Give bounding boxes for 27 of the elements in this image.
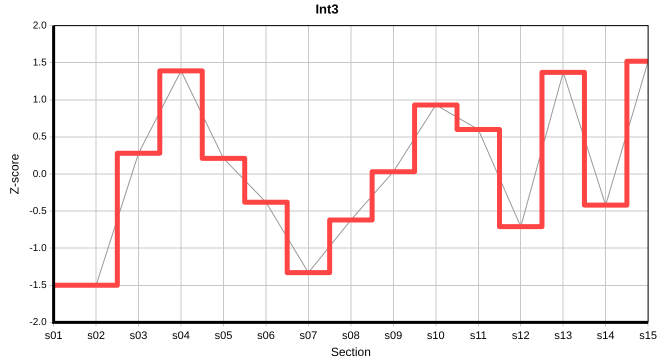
x-tick-label: s13 bbox=[554, 330, 572, 342]
x-tick-label: s14 bbox=[596, 330, 615, 342]
x-tick-label: s12 bbox=[512, 330, 530, 342]
x-tick-label: s08 bbox=[342, 330, 360, 342]
x-tick-label: s05 bbox=[214, 330, 232, 342]
y-tick-label: -0.5 bbox=[29, 206, 48, 217]
y-tick-label: -1.5 bbox=[29, 280, 48, 292]
x-tick-label: s04 bbox=[172, 330, 190, 342]
x-tick-label: s10 bbox=[426, 330, 445, 342]
x-tick-label: s07 bbox=[300, 330, 318, 342]
x-tick-label: s09 bbox=[384, 330, 402, 342]
x-tick-label: s06 bbox=[257, 330, 275, 342]
y-tick-label: 2.0 bbox=[32, 20, 48, 32]
y-tick-label: 0.5 bbox=[32, 132, 48, 143]
x-tick-label: s15 bbox=[639, 330, 658, 342]
y-tick-label: 0.0 bbox=[32, 168, 48, 180]
chart-title: Int3 bbox=[315, 1, 339, 16]
y-tick-label: 1.5 bbox=[32, 57, 48, 68]
x-tick-label: s01 bbox=[44, 330, 63, 342]
x-tick-label: s11 bbox=[470, 330, 487, 342]
x-tick-label: s02 bbox=[87, 330, 105, 342]
y-axis-title: Z-score bbox=[8, 153, 22, 194]
x-axis-title: Section bbox=[330, 345, 371, 360]
x-tick-label: s03 bbox=[130, 330, 148, 342]
y-tick-label: -1.0 bbox=[29, 242, 48, 254]
y-tick-label: -2.0 bbox=[29, 317, 48, 328]
y-tick-label: 1.0 bbox=[32, 94, 48, 106]
